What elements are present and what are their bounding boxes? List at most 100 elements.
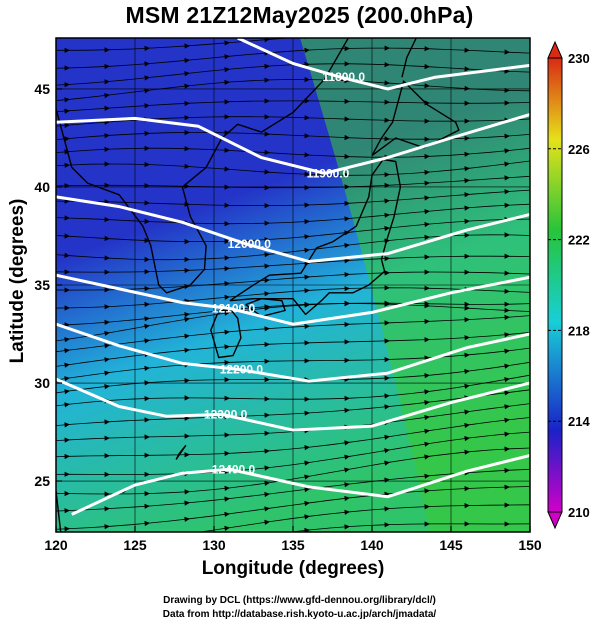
streamline: [56, 255, 530, 273]
wind-arrow: [144, 75, 150, 81]
wind-arrow: [264, 77, 270, 83]
wind-arrow: [304, 302, 310, 308]
y-tick-label: 45: [34, 81, 50, 97]
wind-arrow: [184, 500, 190, 506]
colorbar-label: 210: [568, 505, 590, 520]
wind-arrow: [504, 431, 510, 437]
wind-arrow: [344, 258, 350, 264]
wind-arrow: [224, 395, 230, 401]
wind-arrow: [384, 99, 390, 105]
wind-arrow: [64, 389, 70, 395]
x-tick-label: 120: [44, 537, 68, 553]
wind-arrow: [464, 218, 470, 224]
wind-arrow: [264, 277, 270, 283]
wind-arrow: [104, 384, 110, 390]
colorbar-top-arrow: [547, 40, 563, 59]
wind-arrow: [184, 378, 190, 384]
wind-arrow: [104, 255, 110, 261]
wind-arrow: [64, 97, 70, 103]
wind-arrow: [224, 54, 230, 60]
wind-arrow: [64, 508, 70, 514]
wind-arrow: [384, 285, 390, 291]
wind-arrow: [464, 305, 470, 311]
wind-arrow: [344, 134, 350, 141]
wind-arrow: [184, 83, 190, 89]
wind-arrow: [304, 396, 310, 402]
wind-arrow: [464, 521, 470, 527]
wind-arrow: [64, 82, 70, 88]
wind-arrow: [264, 114, 270, 120]
wind-arrow: [504, 232, 510, 238]
wind-arrow: [304, 115, 310, 121]
wind-arrow: [224, 99, 230, 105]
wind-arrow: [424, 454, 430, 460]
wind-arrow: [64, 348, 70, 354]
wind-arrow: [464, 352, 470, 358]
height-contour: [56, 273, 530, 326]
wind-arrow: [104, 47, 110, 53]
wind-arrow: [424, 83, 430, 89]
wind-arrow: [104, 343, 110, 349]
wind-arrow: [425, 30, 430, 35]
wind-arrow: [144, 338, 150, 344]
wind-arrow: [304, 288, 310, 294]
wind-arrow: [304, 514, 310, 520]
wind-arrow: [384, 80, 390, 86]
wind-arrow: [424, 400, 430, 406]
wind-arrow: [224, 344, 230, 350]
wind-arrow: [104, 541, 110, 546]
wind-arrow: [144, 256, 150, 263]
wind-arrow: [224, 255, 230, 261]
wind-arrow: [264, 149, 270, 155]
wind-arrow: [424, 318, 430, 325]
wind-arrow: [184, 516, 190, 522]
wind-arrow: [64, 269, 70, 275]
wind-arrow: [144, 503, 150, 509]
wind-arrow: [144, 434, 150, 440]
wind-arrow: [504, 484, 510, 490]
wind-arrow: [264, 23, 270, 28]
wind-arrow: [384, 172, 390, 178]
wind-arrow: [464, 135, 470, 141]
wind-arrow: [344, 216, 350, 222]
wind-arrow: [224, 238, 230, 244]
wind-arrow: [504, 446, 510, 452]
wind-arrow: [344, 467, 350, 473]
wind-arrow: [104, 133, 110, 139]
wind-arrow: [424, 234, 430, 240]
wind-arrow: [104, 105, 110, 111]
streamline: [56, 271, 530, 291]
height-contour: [56, 322, 530, 383]
wind-arrow: [224, 360, 230, 366]
wind-arrow: [424, 221, 430, 228]
wind-arrow: [504, 314, 510, 320]
wind-arrow: [504, 202, 510, 208]
streamline: [56, 347, 530, 381]
wind-arrow: [344, 321, 350, 328]
contour-label: 11900.0: [307, 166, 350, 180]
wind-arrow: [64, 402, 70, 408]
wind-arrow: [424, 285, 430, 291]
wind-arrow: [464, 317, 470, 323]
wind-arrow: [504, 161, 510, 167]
wind-arrow: [304, 185, 310, 191]
wind-arrow: [224, 432, 230, 438]
wind-arrow: [104, 330, 110, 336]
contour-label: 12400.0: [212, 462, 256, 476]
streamline: [56, 332, 530, 367]
wind-arrow: [104, 63, 110, 70]
wind-arrow: [144, 452, 150, 458]
wind-arrow: [424, 373, 430, 379]
wind-arrow: [64, 490, 70, 497]
wind-arrow: [64, 562, 70, 567]
wind-arrow: [304, 527, 310, 532]
colorbar-label: 214: [568, 414, 590, 429]
wind-arrow: [64, 252, 70, 258]
wind-arrow: [504, 404, 510, 410]
wind-arrow: [104, 93, 110, 99]
wind-arrow: [104, 79, 110, 85]
streamline: [56, 302, 530, 342]
wind-arrow: [424, 118, 430, 124]
x-tick-label: 135: [281, 537, 305, 553]
wind-arrow: [104, 453, 110, 459]
